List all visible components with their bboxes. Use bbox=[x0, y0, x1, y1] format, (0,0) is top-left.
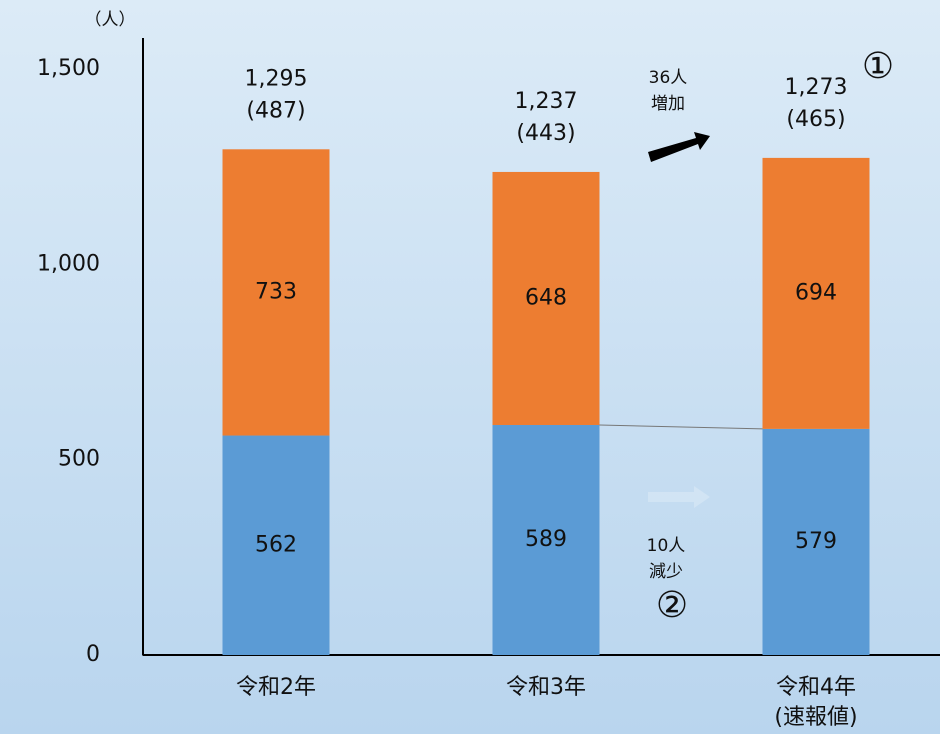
x-tick-label: 令和2年 bbox=[236, 675, 316, 700]
x-tick-note: (速報値) bbox=[774, 705, 857, 730]
bar-segment bbox=[492, 171, 600, 425]
up-arrow bbox=[648, 132, 710, 162]
bar-segment bbox=[222, 149, 330, 436]
unit-label: （人） bbox=[85, 10, 136, 30]
bar-segment bbox=[762, 157, 870, 429]
bar-segment bbox=[762, 428, 870, 655]
marker: ① bbox=[862, 46, 894, 87]
value-label: 589 bbox=[525, 527, 567, 552]
value-label: 648 bbox=[525, 285, 567, 310]
marker: ② bbox=[656, 585, 688, 626]
annotation: 減少 bbox=[649, 562, 683, 582]
annotation: 増加 bbox=[651, 94, 685, 114]
total-label: 1,295 bbox=[245, 66, 308, 91]
total-note: (443) bbox=[516, 121, 575, 146]
annotation: 36人 bbox=[649, 68, 688, 88]
annotation: 10人 bbox=[647, 536, 686, 556]
value-label: 694 bbox=[795, 280, 837, 305]
y-tick-label: 0 bbox=[86, 642, 100, 667]
value-label: 579 bbox=[795, 529, 837, 554]
value-label: 562 bbox=[255, 532, 297, 557]
connector bbox=[599, 424, 763, 430]
total-label: 1,273 bbox=[785, 75, 848, 100]
total-note: (487) bbox=[246, 98, 305, 123]
x-tick-label: 令和3年 bbox=[506, 675, 586, 700]
total-label: 1,237 bbox=[515, 89, 578, 114]
down-arrow bbox=[648, 486, 710, 508]
y-tick-label: 1,500 bbox=[37, 56, 100, 81]
bar-segment bbox=[222, 435, 330, 655]
value-label: 733 bbox=[255, 279, 297, 304]
x-tick-label: 令和4年 bbox=[776, 675, 856, 700]
y-tick-label: 500 bbox=[58, 447, 100, 472]
total-note: (465) bbox=[786, 107, 845, 132]
y-tick-label: 1,000 bbox=[37, 251, 100, 276]
bar-segment bbox=[492, 424, 600, 655]
